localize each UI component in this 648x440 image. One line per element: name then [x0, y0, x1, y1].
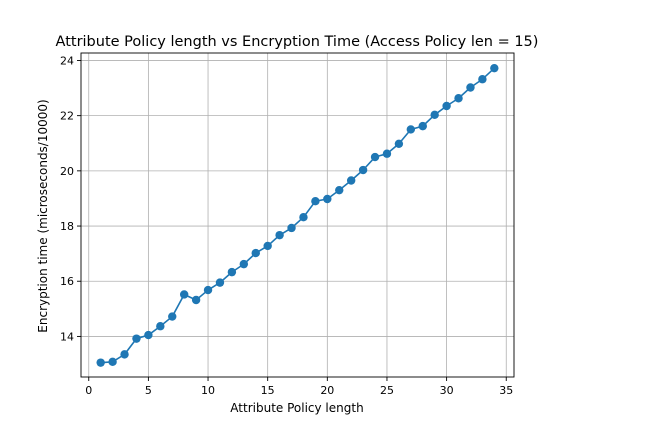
series-line: [100, 67, 495, 364]
series-layer: [96, 63, 499, 367]
data-point: [191, 295, 201, 305]
x-tick-label: 25: [380, 384, 394, 397]
data-point: [442, 101, 451, 111]
data-point: [156, 322, 165, 331]
y-axis-label: Encryption time (microseconds/10000): [36, 99, 50, 332]
data-point: [466, 83, 475, 92]
data-point: [490, 63, 499, 73]
axes-layer: 0 5 10 15 20 25 30 35 14 16 18 20 22 24: [60, 52, 515, 397]
y-tick-label: 18: [60, 220, 74, 233]
data-point: [251, 248, 260, 258]
y-tick-label: 16: [60, 275, 74, 288]
data-point: [239, 259, 249, 269]
data-point: [263, 241, 272, 251]
y-tick-label: 20: [60, 165, 74, 178]
data-point: [418, 121, 427, 131]
x-tick-label: 15: [261, 384, 275, 397]
data-point: [287, 223, 296, 233]
data-point: [203, 285, 213, 295]
data-point: [478, 75, 487, 84]
data-point: [144, 330, 153, 340]
x-tick-label: 20: [320, 384, 334, 397]
data-point: [108, 357, 117, 367]
y-tick-label: 14: [60, 330, 74, 343]
data-point: [323, 194, 332, 204]
grid-layer: [81, 53, 514, 377]
data-point: [299, 213, 308, 222]
y-tick-label: 22: [60, 110, 74, 123]
data-point: [179, 290, 189, 299]
data-point: [96, 358, 105, 367]
data-point: [311, 197, 320, 206]
data-point: [132, 334, 141, 343]
data-point: [120, 350, 129, 359]
data-point: [358, 165, 368, 175]
data-point: [406, 125, 416, 134]
data-point: [275, 230, 284, 240]
y-tick-label: 24: [60, 54, 74, 67]
x-tick-label: 5: [145, 384, 152, 397]
data-point: [168, 312, 177, 321]
x-axis-label: Attribute Policy length: [230, 401, 363, 415]
data-point: [394, 139, 404, 148]
data-point: [215, 278, 225, 287]
chart-title: Attribute Policy length vs Encryption Ti…: [56, 34, 539, 50]
data-point: [430, 110, 439, 120]
data-point: [454, 94, 463, 103]
data-point: [346, 176, 356, 185]
x-tick-label: 10: [201, 384, 215, 397]
data-point: [370, 152, 380, 162]
x-tick-label: 0: [85, 384, 92, 397]
data-point: [227, 267, 237, 277]
plot-frame: [80, 52, 515, 378]
data-point: [335, 185, 344, 195]
x-tick-label: 35: [499, 384, 513, 397]
data-point: [382, 149, 392, 158]
x-tick-label: 30: [440, 384, 454, 397]
